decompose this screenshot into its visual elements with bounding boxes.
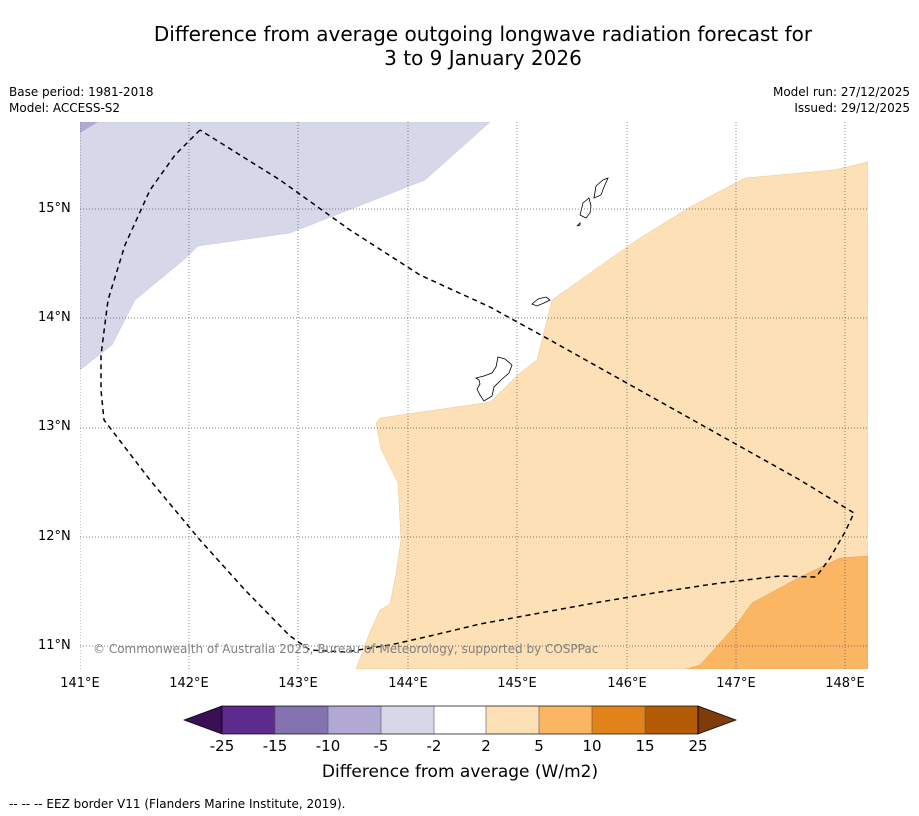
chart-title: Difference from average outgoing longwav…	[0, 22, 919, 70]
colorbar-bin-15-25	[645, 706, 698, 734]
anomaly-region-plus-5-to-10	[685, 555, 868, 669]
lat-label-12n: 12°N	[38, 529, 71, 544]
colorbar-bin-5-10	[539, 706, 592, 734]
colorbar-label-minus2: -2	[426, 737, 442, 755]
colorbar-label-15: 15	[635, 737, 655, 755]
island-aguijan	[576, 222, 581, 227]
colorbar-label-minus5: -5	[373, 737, 389, 755]
eez-border	[100, 129, 855, 653]
colorbar-label-2: 2	[481, 737, 491, 755]
issued-text: Issued: 29/12/2025	[794, 101, 910, 115]
islands	[475, 177, 609, 402]
lat-label-14n: 14°N	[38, 310, 71, 325]
anomaly-region-minus-2-to-5	[80, 122, 491, 371]
colorbar-bin-minus2-2	[434, 706, 486, 734]
base-period-text: Base period: 1981-2018	[9, 85, 154, 99]
model-run-text: Model run: 27/12/2025	[772, 85, 910, 99]
graticule	[80, 122, 868, 669]
island-saipan	[593, 177, 609, 199]
colorbar-label-minus10: -10	[315, 737, 341, 755]
lon-label-147e: 147°E	[716, 676, 756, 691]
island-tinian	[579, 197, 592, 219]
eez-footnote: -- -- -- EEZ border V11 (Flanders Marine…	[9, 797, 346, 811]
colorbar-label-minus15: -15	[262, 737, 288, 755]
colorbar-bin-minus25-minus15	[222, 706, 275, 734]
title-line-2: 3 to 9 January 2026	[384, 46, 582, 70]
copyright-text: © Commonwealth of Australia 2025, Bureau…	[93, 642, 598, 656]
lon-label-141e: 141°E	[60, 676, 100, 691]
colorbar-label-10: 10	[582, 737, 602, 755]
anomaly-region-plus-2-to-5	[355, 161, 868, 669]
anomaly-region-minus-5-to-10	[80, 122, 98, 133]
colorbar-bin-10-15	[592, 706, 645, 734]
colorbar-label-minus25: -25	[209, 737, 235, 755]
colorbar-bin-2-5	[486, 706, 539, 734]
meta-right: Model run: 27/12/2025 Issued: 29/12/2025	[773, 84, 910, 116]
colorbar-bin-minus5-minus2	[381, 706, 434, 734]
colorbar-bin-minus10-minus5	[328, 706, 381, 734]
colorbar-extend-low	[182, 705, 223, 735]
lon-label-146e: 146°E	[607, 676, 647, 691]
lat-label-13n: 13°N	[38, 419, 71, 434]
lon-label-144e: 144°E	[388, 676, 428, 691]
colorbar-dividers	[274, 706, 646, 734]
lon-label-143e: 143°E	[278, 676, 318, 691]
colorbar-label-5: 5	[534, 737, 544, 755]
lat-label-15n: 15°N	[38, 201, 71, 216]
colorbar-bin-minus15-minus10	[275, 706, 328, 734]
lat-label-11n: 11°N	[38, 638, 71, 653]
meta-left: Base period: 1981-2018 Model: ACCESS-S2	[9, 84, 154, 116]
title-line-1: Difference from average outgoing longwav…	[153, 22, 813, 46]
lon-label-145e: 145°E	[497, 676, 537, 691]
colorbar-label-25: 25	[688, 737, 708, 755]
island-rota	[531, 296, 551, 307]
model-text: Model: ACCESS-S2	[9, 101, 121, 115]
island-guam	[475, 356, 513, 402]
colorbar-frame	[221, 705, 699, 735]
colorbar-extend-high	[697, 705, 738, 735]
lon-label-142e: 142°E	[169, 676, 209, 691]
lon-label-148e: 148°E	[825, 676, 865, 691]
colorbar-title: Difference from average (W/m2)	[321, 762, 599, 782]
